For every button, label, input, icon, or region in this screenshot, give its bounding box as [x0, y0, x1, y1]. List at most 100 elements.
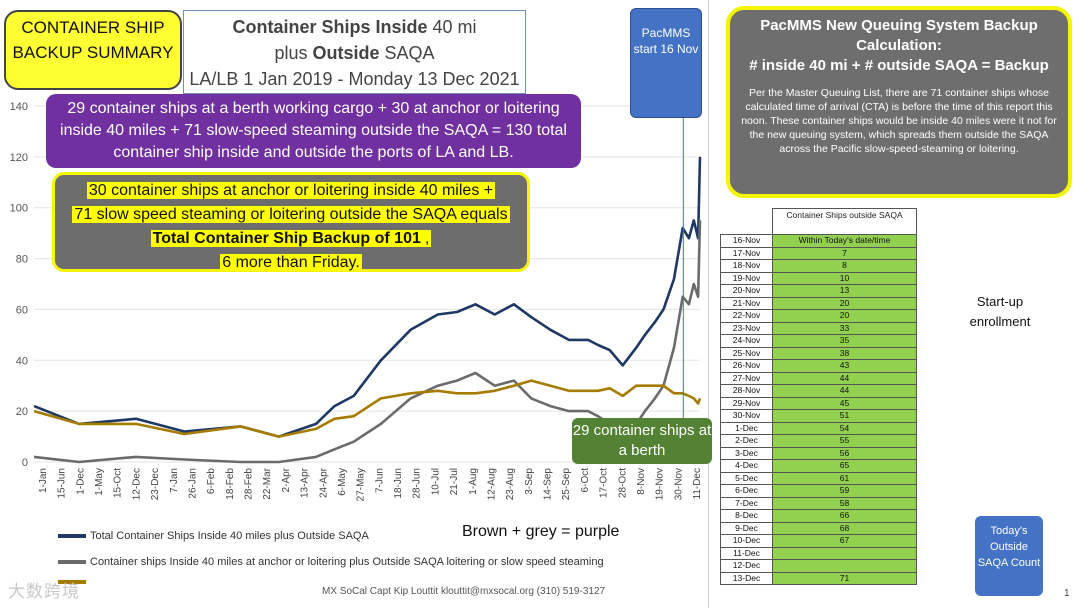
- table-row: 24-Nov 35: [720, 334, 917, 348]
- x-tick-label: 19-Nov: [655, 468, 666, 500]
- table-value-cell: 20: [772, 309, 917, 323]
- table-row: 30-Nov 51: [720, 409, 917, 423]
- queuing-system-box: PacMMS New Queuing System Backup Calcula…: [726, 6, 1072, 198]
- x-tick-label: 6-May: [337, 468, 348, 496]
- table-date-cell: 8-Dec: [720, 509, 773, 523]
- table-value-cell: [772, 546, 917, 560]
- y-tick-label: 100: [10, 203, 28, 215]
- table-row: 2-Dec 55: [720, 434, 917, 448]
- table-date-cell: 22-Nov: [720, 309, 773, 323]
- x-tick-label: 3-Sep: [524, 468, 535, 495]
- table-row: 23-Nov 33: [720, 321, 917, 335]
- table-value-cell: 56: [772, 446, 917, 460]
- legend-swatch-brown: [58, 580, 86, 584]
- queuing-description: Per the Master Queuing List, there are 7…: [741, 87, 1057, 155]
- table-date-cell: 3-Dec: [720, 446, 773, 460]
- table-value-cell: 54: [772, 421, 917, 435]
- table-date-cell: 13-Dec: [720, 571, 773, 585]
- x-tick-label: 11-Dec: [692, 468, 703, 500]
- table-value-cell: Within Today's date/time: [772, 234, 917, 248]
- table-date-cell: 4-Dec: [720, 459, 773, 473]
- table-row: 25-Nov 38: [720, 346, 917, 360]
- x-tick-label: 18-Feb: [225, 468, 236, 500]
- x-tick-label: 26-Jan: [187, 468, 198, 499]
- y-tick-label: 60: [16, 304, 28, 316]
- x-tick-label: 7-Jan: [169, 468, 180, 493]
- table-value-cell: 67: [772, 534, 917, 548]
- page-number: 1: [1064, 588, 1070, 599]
- table-row: 7-Dec 58: [720, 496, 917, 510]
- x-tick-label: 25-Sep: [561, 468, 572, 501]
- x-tick-label: 22-Mar: [262, 467, 273, 499]
- table-row: 3-Dec 56: [720, 446, 917, 460]
- panel-divider: [708, 0, 709, 608]
- table-value-cell: 71: [772, 571, 917, 585]
- table-value-cell: 20: [772, 296, 917, 310]
- table-date-cell: 20-Nov: [720, 284, 773, 298]
- table-row: 19-Nov 10: [720, 271, 917, 285]
- table-value-cell: 68: [772, 521, 917, 535]
- legend-label-grey: Container ships Inside 40 miles at ancho…: [90, 556, 604, 568]
- table-value-cell: 44: [772, 384, 917, 398]
- x-tick-label: 7-Jun: [374, 468, 385, 493]
- table-date-cell: 28-Nov: [720, 384, 773, 398]
- legend-label-total: Total Container Ships Inside 40 miles pl…: [90, 530, 369, 542]
- legend-swatch-total: [58, 534, 86, 538]
- x-tick-label: 1-Aug: [468, 468, 479, 495]
- table-value-cell: 59: [772, 484, 917, 498]
- y-tick-label: 40: [16, 355, 28, 367]
- table-date-cell: 9-Dec: [720, 521, 773, 535]
- table-row: 29-Nov 45: [720, 396, 917, 410]
- chart-title-line1: Container Ships Inside 40 mi: [232, 17, 477, 37]
- table-value-cell: 35: [772, 334, 917, 348]
- table-row: 10-Dec 67: [720, 534, 917, 548]
- table-row: 27-Nov 44: [720, 371, 917, 385]
- x-tick-label: 14-Sep: [543, 468, 554, 501]
- chart-title-line2: plus Outside SAQA: [274, 43, 435, 63]
- grey-callout-line2: 71 slow speed steaming or loitering outs…: [72, 206, 510, 223]
- table-value-cell: 38: [772, 346, 917, 360]
- chart-title-box: Container Ships Inside 40 mi plus Outsid…: [183, 10, 526, 94]
- table-row: 28-Nov 44: [720, 384, 917, 398]
- table-date-cell: 21-Nov: [720, 296, 773, 310]
- legend-item-brown: [58, 580, 90, 584]
- table-row: 12-Dec: [720, 559, 917, 573]
- x-tick-label: 23-Aug: [505, 468, 516, 500]
- x-tick-label: 6-Feb: [206, 468, 217, 495]
- table-value-cell: 8: [772, 259, 917, 273]
- y-tick-label: 80: [16, 254, 28, 266]
- chart-series: [33, 156, 702, 464]
- x-axis-ticks: 1-Jan 15-Jun 1-Dec 1-May 15-Oct 12-Dec 23-Dec 7…: [38, 467, 703, 501]
- table-value-cell: [772, 559, 917, 573]
- table-header-label: Container Ships outside SAQA: [772, 208, 917, 235]
- table-date-cell: 7-Dec: [720, 496, 773, 510]
- grey-callout-line3: Total Container Ship Backup of 101: [150, 230, 423, 247]
- table-date-cell: 2-Dec: [720, 434, 773, 448]
- table-date-cell: 29-Nov: [720, 396, 773, 410]
- table-date-cell: 27-Nov: [720, 371, 773, 385]
- table-row: 1-Dec 54: [720, 421, 917, 435]
- y-tick-label: 120: [10, 152, 28, 164]
- x-tick-label: 17-Oct: [599, 468, 610, 498]
- y-axis-ticks: 0 20 40 60 80 100 120 140: [10, 101, 28, 469]
- table-date-cell: 6-Dec: [720, 484, 773, 498]
- series-line-brown: [33, 379, 702, 438]
- table-date-cell: 12-Dec: [720, 559, 773, 573]
- brown-grey-note: Brown + grey = purple: [462, 523, 620, 540]
- table-date-cell: 1-Dec: [720, 421, 773, 435]
- x-tick-label: 28-Jun: [412, 468, 423, 499]
- table-date-cell: 24-Nov: [720, 334, 773, 348]
- table-row: 4-Dec 65: [720, 459, 917, 473]
- table-date-cell: 5-Dec: [720, 471, 773, 485]
- table-value-cell: 10: [772, 271, 917, 285]
- table-value-cell: 44: [772, 371, 917, 385]
- table-row: 17-Nov 7: [720, 246, 917, 260]
- table-value-cell: 55: [772, 434, 917, 448]
- table-value-cell: 45: [772, 396, 917, 410]
- backup-total-callout: 30 container ships at anchor or loiterin…: [52, 172, 530, 272]
- x-tick-label: 10-Jul: [430, 468, 441, 495]
- backup-summary-label: CONTAINER SHIP BACKUP SUMMARY: [12, 18, 174, 62]
- x-tick-label: 21-Jul: [449, 468, 460, 495]
- table-date-cell: 16-Nov: [720, 234, 773, 248]
- x-tick-label: 24-Apr: [318, 467, 329, 498]
